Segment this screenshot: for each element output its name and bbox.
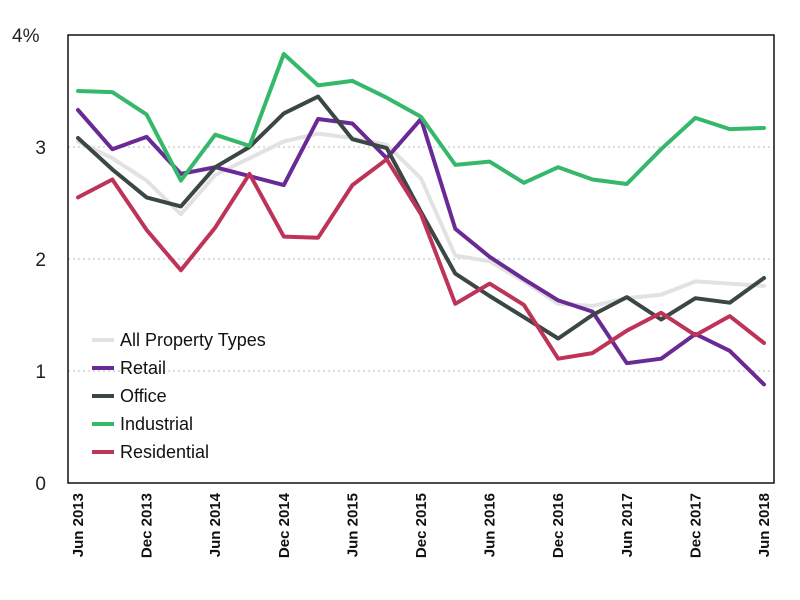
y-tick-label: 2 — [35, 250, 46, 271]
legend-label-residential: Residential — [120, 442, 209, 462]
series-line-industrial — [76, 52, 766, 186]
y-tick-label: 4% — [12, 26, 40, 47]
x-tick-label: Dec 2016 — [550, 493, 567, 558]
y-axis-ticks: 0 1 2 3 4% — [12, 26, 46, 495]
plot-frame — [67, 34, 775, 484]
x-tick-label: Jun 2015 — [344, 493, 361, 557]
x-tick-label: Dec 2013 — [139, 493, 156, 558]
legend-label-all-property-types: All Property Types — [120, 330, 266, 350]
x-tick-label: Dec 2017 — [687, 493, 704, 558]
x-tick-label: Jun 2018 — [756, 493, 773, 557]
x-tick-label: Dec 2015 — [413, 493, 430, 558]
series-line-residential — [76, 157, 766, 361]
x-tick-label: Jun 2017 — [619, 493, 636, 557]
x-tick-label: Jun 2014 — [207, 492, 224, 557]
legend-label-industrial: Industrial — [120, 414, 193, 434]
x-tick-label: Dec 2014 — [276, 492, 293, 558]
legend: All Property Types Retail Office Industrial… — [92, 330, 266, 462]
x-axis-ticks: Jun 2013 Dec 2013 Jun 2014 Dec 2014 Jun 2015… — [70, 492, 773, 558]
y-tick-label: 0 — [35, 474, 46, 495]
series-lines — [76, 52, 766, 387]
x-tick-label: Jun 2013 — [70, 493, 87, 557]
legend-label-office: Office — [120, 386, 167, 406]
y-tick-label: 3 — [35, 138, 46, 159]
y-tick-label: 1 — [35, 362, 46, 383]
x-tick-label: Jun 2016 — [482, 493, 499, 557]
legend-label-retail: Retail — [120, 358, 166, 378]
series-line-all-property-types — [76, 131, 766, 308]
